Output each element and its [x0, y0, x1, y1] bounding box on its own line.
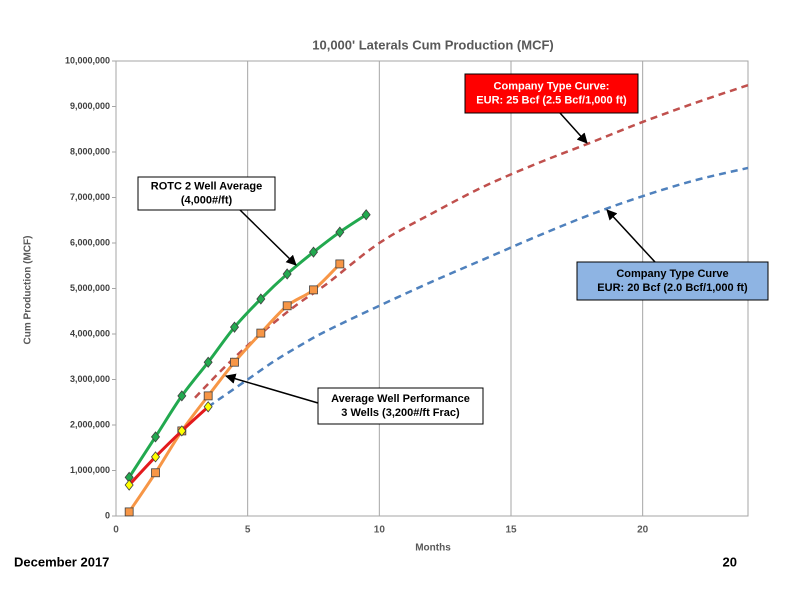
data-point: [229, 321, 240, 333]
annotation-arrow: [224, 373, 319, 404]
x-tick-label: 5: [245, 525, 251, 536]
annotation-text: (4,000#/ft): [181, 194, 233, 206]
x-tick-label: 10: [374, 525, 386, 536]
data-point: [124, 479, 134, 491]
series-line: [127, 262, 341, 513]
y-tick-label: 10,000,000: [65, 55, 110, 65]
annotation-text: Company Type Curve:: [494, 80, 610, 92]
x-tick-label: 15: [505, 525, 517, 536]
data-point: [177, 390, 187, 402]
data-point: [282, 268, 292, 280]
data-point: [151, 468, 160, 478]
data-point: [150, 451, 161, 463]
x-tick-label: 0: [113, 525, 119, 536]
data-point: [335, 259, 345, 269]
chart-title: 10,000' Laterals Cum Production (MCF): [312, 37, 553, 52]
y-tick-label: 0: [105, 510, 110, 520]
data-point: [256, 328, 266, 338]
series-line: [194, 83, 749, 399]
data-point: [335, 226, 345, 238]
data-point: [361, 209, 371, 221]
data-point: [282, 301, 292, 311]
footer-date: December 2017: [14, 554, 109, 569]
y-tick-label: 1,000,000: [70, 465, 110, 475]
data-point: [230, 357, 239, 367]
data-point: [203, 401, 213, 413]
x-tick-label: 20: [637, 525, 649, 536]
data-point: [256, 293, 266, 305]
data-point: [309, 285, 318, 295]
annotation-box: [137, 176, 276, 211]
annotation-box: [317, 387, 484, 425]
y-tick-label: 6,000,000: [70, 237, 110, 247]
annotation-text: 3 Wells (3,200#/ft Frac): [341, 407, 460, 419]
data-point: [203, 356, 213, 368]
series-line: [127, 213, 367, 479]
annotation-box: [464, 73, 639, 114]
annotation-text: ROTC 2 Well Average: [151, 180, 262, 192]
y-tick-label: 5,000,000: [70, 283, 110, 293]
page-number: 20: [723, 554, 737, 569]
annotation-box: [576, 261, 769, 301]
y-tick-label: 8,000,000: [70, 146, 110, 156]
y-tick-label: 4,000,000: [70, 328, 110, 338]
annotation-arrow: [606, 209, 656, 263]
y-tick-label: 3,000,000: [70, 374, 110, 384]
data-point: [203, 391, 213, 401]
series-line: [128, 405, 210, 487]
y-tick-label: 9,000,000: [70, 101, 110, 111]
data-point: [150, 431, 161, 443]
data-point: [124, 507, 134, 517]
data-point: [177, 425, 187, 437]
annotation-text: Average Well Performance: [331, 393, 470, 405]
data-point: [308, 246, 319, 258]
series-line: [207, 166, 749, 408]
annotation-text: EUR: 20 Bcf (2.0 Bcf/1,000 ft): [597, 282, 748, 294]
annotation-arrow: [559, 112, 588, 144]
x-axis-title: Months: [415, 543, 451, 554]
annotation-text: EUR: 25 Bcf (2.5 Bcf/1,000 ft): [476, 94, 627, 106]
annotation-text: Company Type Curve: [616, 268, 728, 280]
y-axis-title: Cum Production (MCF): [23, 236, 34, 345]
annotation-arrow: [239, 209, 297, 266]
y-tick-label: 7,000,000: [70, 192, 110, 202]
y-tick-label: 2,000,000: [70, 419, 110, 429]
